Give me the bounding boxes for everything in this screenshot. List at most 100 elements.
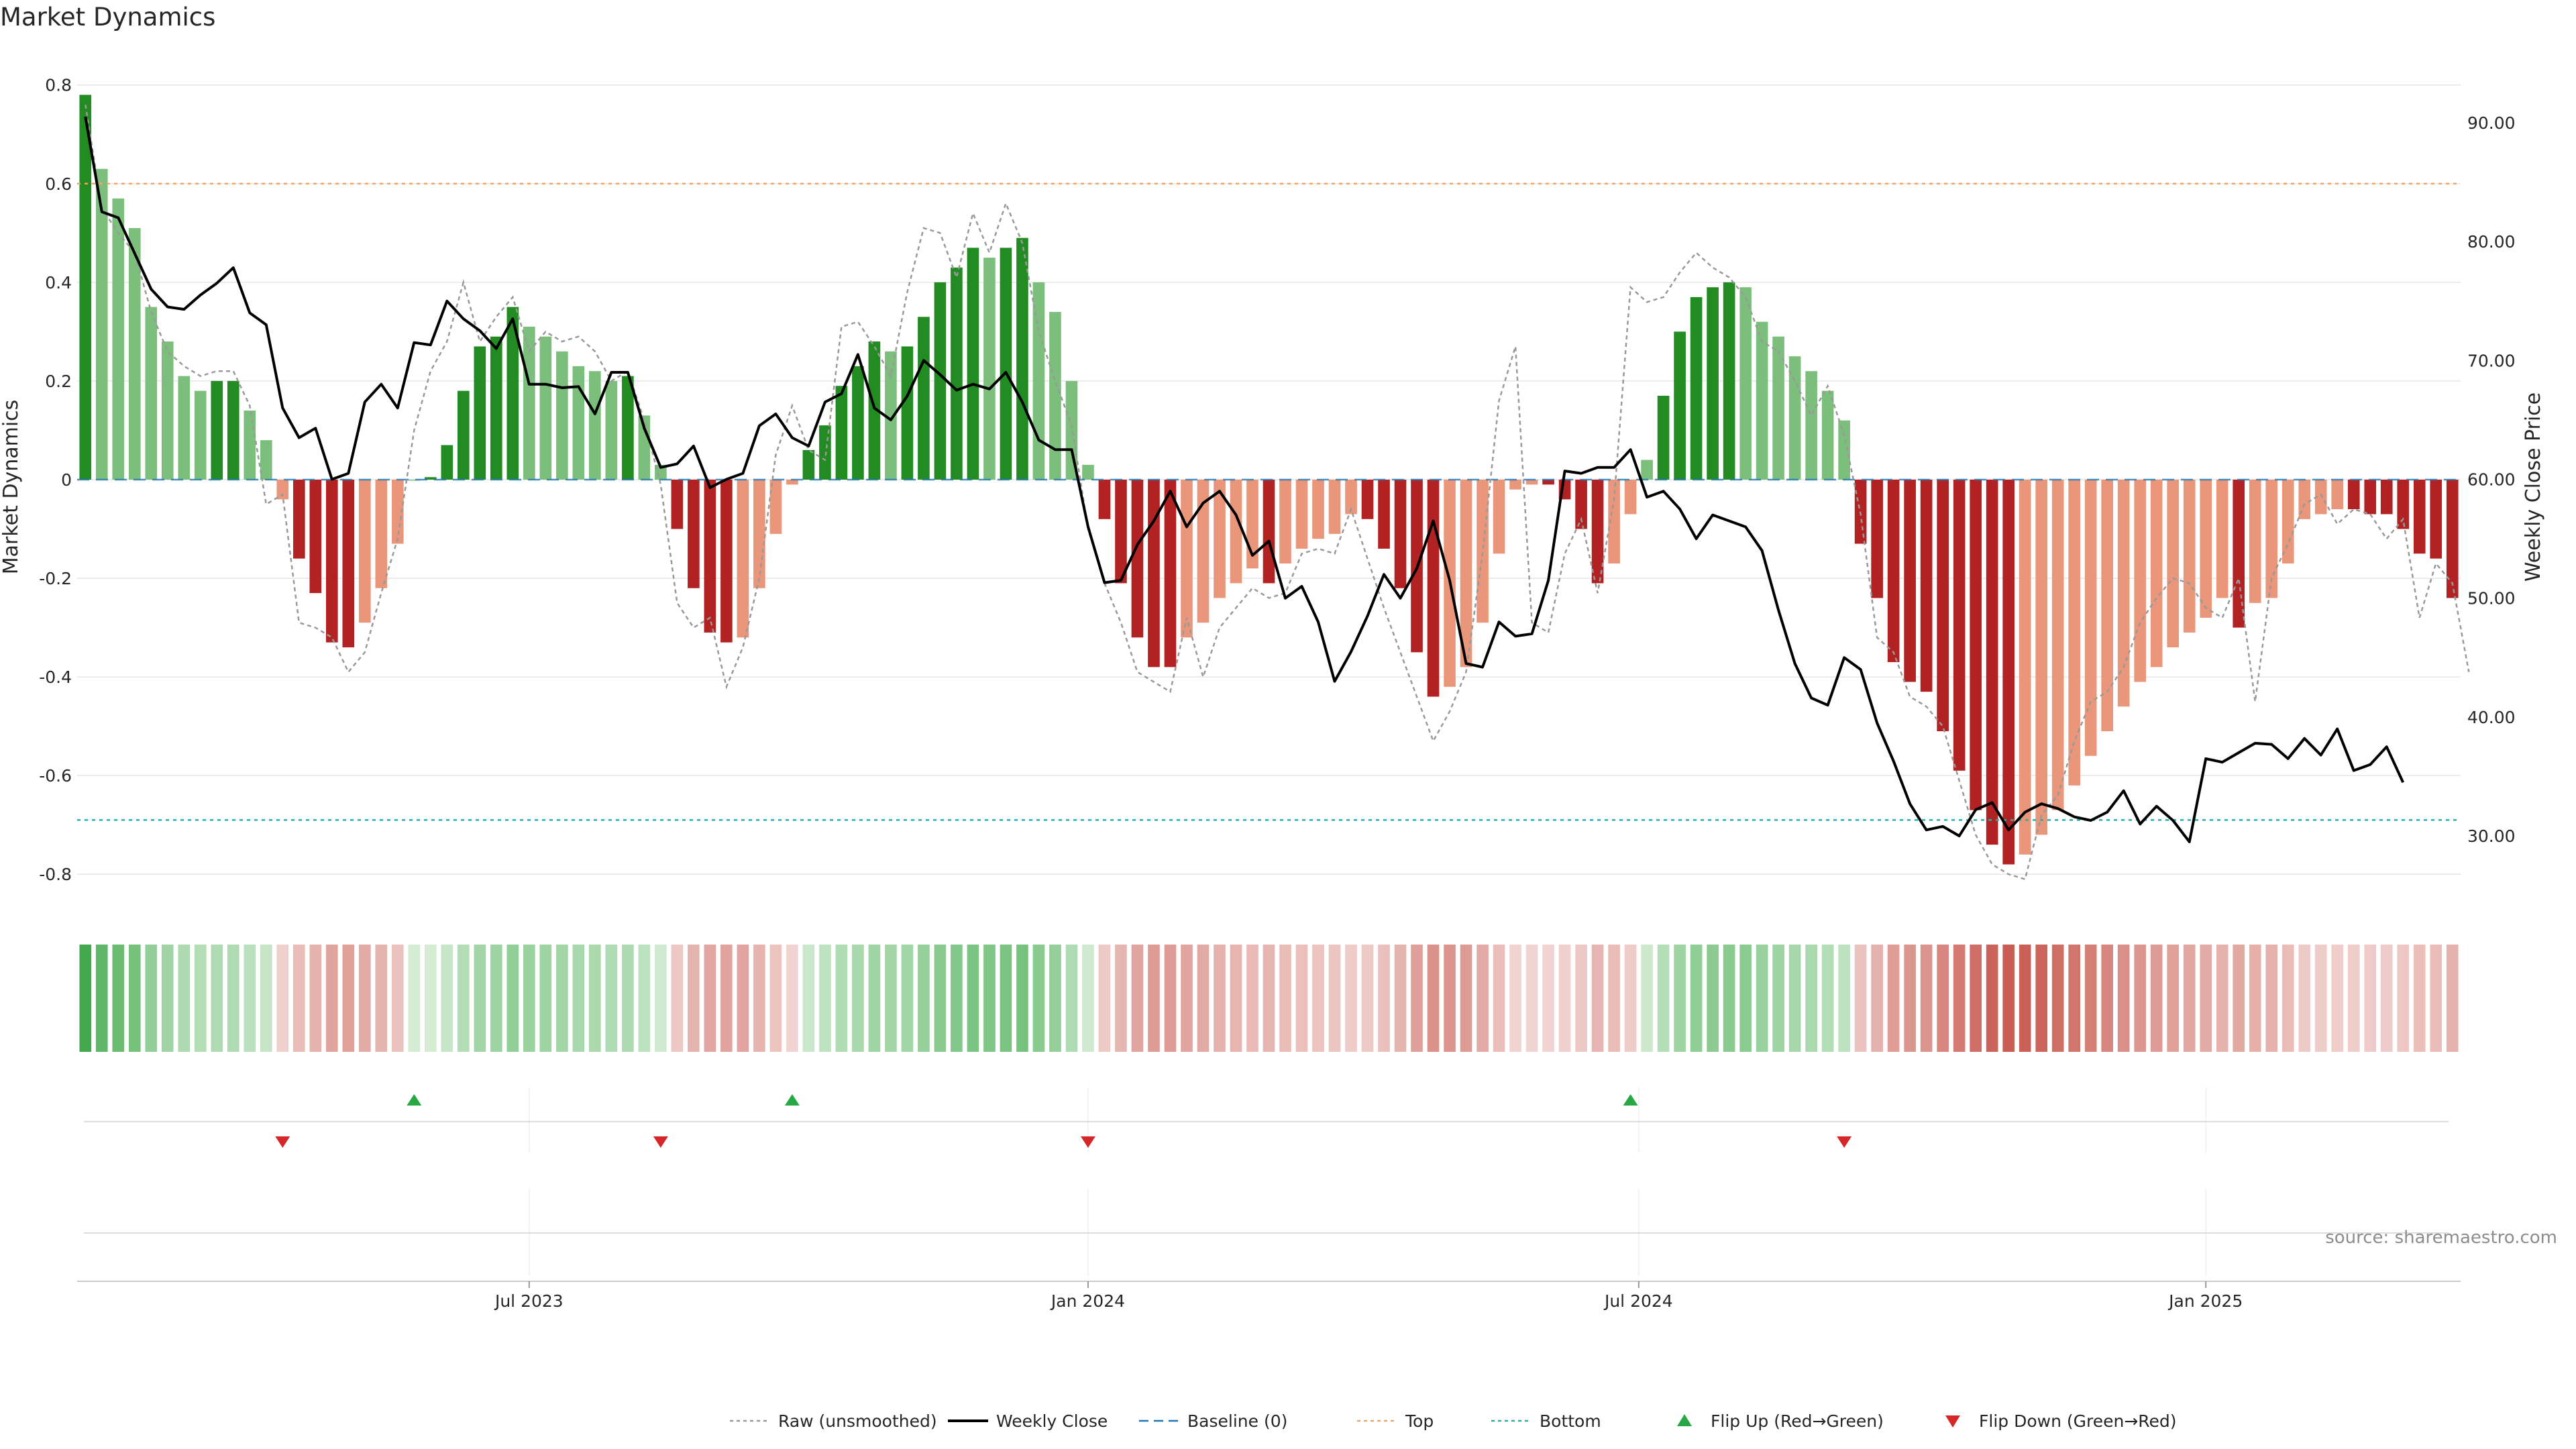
bar [523,327,535,480]
y-tick-left: -0.2 [39,569,72,588]
strip-cell [1509,945,1521,1052]
legend-item-close: Weekly Close [948,1411,1108,1431]
bar [2051,479,2064,810]
y-tick-left: 0.2 [45,372,72,391]
strip-cell [194,945,207,1052]
strip-cell [2380,945,2393,1052]
bar [178,376,191,480]
strip-cell [1690,945,1703,1052]
bar [671,479,684,529]
y-tick-right: 50.00 [2467,589,2516,608]
strip-cell [1082,945,1094,1052]
strip-cell [934,945,947,1052]
strip-cell [1016,945,1028,1052]
bar [1904,479,1916,682]
bar [819,425,831,480]
bar [2002,479,2015,865]
strip-cell [802,945,815,1052]
bar [556,351,568,480]
strip-cell [161,945,174,1052]
bar [720,479,733,643]
y-tick-right: 30.00 [2467,826,2516,846]
bar [1214,479,1226,598]
strip-cell [918,945,930,1052]
strip-cell [2233,945,2245,1052]
flip-panel [84,1088,2449,1276]
y-tick-right: 70.00 [2467,351,2516,370]
flip-down-marker [275,1136,290,1148]
strip-cell [2430,945,2443,1052]
strip-cell [1838,945,1850,1052]
legend-label: Top [1405,1411,1434,1431]
strip-cell [1707,945,1719,1052]
legend-swatch [1945,1415,1960,1428]
strip-cell [1378,945,1390,1052]
strip-cell [2265,945,2278,1052]
strip-cell [458,945,470,1052]
bar [112,198,125,480]
reference-lines [77,182,2461,821]
y-tick-left: -0.8 [39,865,72,884]
strip-cell [2397,945,2410,1052]
strip-cell [2331,945,2344,1052]
flip-up-marker [407,1094,422,1106]
bar [2183,479,2196,633]
strip-cell [211,945,223,1052]
strip-cell [112,945,125,1052]
strip-cell [1805,945,1817,1052]
strip-cell [2019,945,2031,1052]
strip-cell [309,945,322,1052]
bar [1082,464,1094,480]
strip-cell [1214,945,1226,1052]
strip-cell [2216,945,2229,1052]
bar [1345,479,1357,515]
strip-cell [2101,945,2113,1052]
legend-swatch [1677,1414,1692,1426]
strip-cell [1065,945,1078,1052]
strip-cell [967,945,979,1052]
bar [885,351,897,480]
strip-cell [572,945,585,1052]
bar [2249,479,2261,603]
bar [1509,479,1521,490]
strip-cell [441,945,453,1052]
strip-cell [737,945,749,1052]
bar [2200,479,2212,618]
strip-cell [128,945,141,1052]
strip-cell [1411,945,1423,1052]
bar [901,346,914,480]
bar [2216,479,2229,598]
y-tick-right: 40.00 [2467,708,2516,727]
strip-cell [539,945,552,1052]
strip-cell [490,945,502,1052]
strip-cell [391,945,404,1052]
strip-cell [506,945,519,1052]
strip-cell [1542,945,1554,1052]
x-tick-label: Jul 2024 [1603,1291,1673,1311]
bar [1016,237,1028,480]
strip-cell [2035,945,2047,1052]
strip-cell [885,945,897,1052]
strip-cell [2068,945,2080,1052]
strip-cell [1854,945,1867,1052]
legend: Raw (unsmoothed) Weekly Close Baseline (0)… [730,1411,2177,1431]
strip-cell [1723,945,1735,1052]
strip-cell [1164,945,1177,1052]
strip-cell [1493,945,1505,1052]
bar [2134,479,2147,682]
bar [1394,479,1407,588]
bar [1542,479,1554,485]
strip-cell [589,945,601,1052]
bar [2314,479,2327,515]
strip-cell [1641,945,1653,1052]
strip-cell [1937,945,1949,1052]
axes-layer: 0.8 0.6 0.4 0.2 0 -0.2 -0.4 -0.6 -0.8 90.00 80.00 7… [0,76,2545,885]
bar [1674,331,1686,480]
strip-cell [325,945,338,1052]
strip-cell [1674,945,1686,1052]
bar [2101,479,2113,731]
strip-cell [1230,945,1242,1052]
strip-cell [2084,945,2097,1052]
strip-cell [260,945,272,1052]
strip-cell [1871,945,1883,1052]
